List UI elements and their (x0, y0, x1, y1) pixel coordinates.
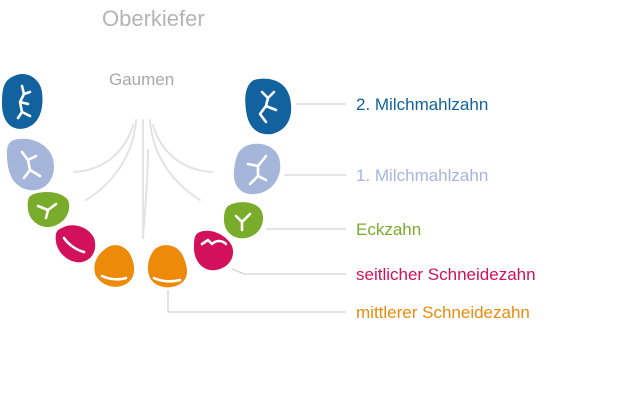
tooth-central-incisor-right (147, 245, 187, 288)
label-central-incisor: mittlerer Schneidezahn (356, 303, 530, 322)
tooth-canine-right (224, 202, 264, 239)
tooth-central-incisor-left (94, 245, 135, 287)
tooth-lateral-incisor-left (55, 225, 96, 263)
label-second-molar: 2. Milchmahlzahn (356, 95, 489, 114)
tooth-first-molar-right (233, 143, 281, 195)
tooth-first-molar-left (6, 138, 55, 191)
tooth-second-molar-left (2, 73, 43, 129)
tooth-lateral-incisor-right (194, 230, 234, 271)
diagram-title: Oberkiefer (102, 6, 205, 31)
tooth-canine-left (27, 192, 70, 228)
label-lateral-incisor: seitlicher Schneidezahn (356, 265, 536, 284)
palate-lines (73, 119, 213, 239)
label-canine: Eckzahn (356, 220, 422, 239)
label-first-molar: 1. Milchmahlzahn (356, 166, 489, 185)
tooth-second-molar-right (245, 78, 292, 135)
leader-lines (167, 103, 346, 313)
palate-label: Gaumen (109, 70, 175, 89)
